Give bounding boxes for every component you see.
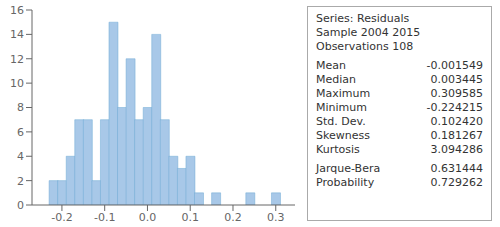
- html-text:0.181267: 0.181267: [430, 129, 483, 142]
- svg-text:14: 14: [10, 28, 24, 41]
- html-text:Mean: Mean: [316, 59, 346, 72]
- html-text:Probability: Probability: [316, 176, 375, 189]
- html-text:0.003445: 0.003445: [430, 73, 483, 86]
- svg-text:0.0: 0.0: [139, 211, 157, 224]
- svg-text:10: 10: [10, 77, 24, 90]
- html-text:Jarque-Bera: Jarque-Bera: [316, 162, 381, 175]
- html-text:Std. Dev.: Std. Dev.: [316, 115, 366, 128]
- html-text:0.631444: 0.631444: [430, 162, 483, 175]
- html-text:Kurtosis: Kurtosis: [316, 143, 360, 156]
- html-text:0.309585: 0.309585: [430, 87, 483, 100]
- svg-text:2: 2: [17, 175, 24, 188]
- html-text:Median: Median: [316, 73, 356, 86]
- svg-text:16: 16: [10, 4, 24, 17]
- html-text:Observations 108: Observations 108: [316, 40, 414, 53]
- svg-text:4: 4: [17, 150, 24, 163]
- svg-text:0.2: 0.2: [224, 211, 242, 224]
- html-text:Skewness: Skewness: [316, 129, 370, 142]
- svg-text:0.1: 0.1: [181, 211, 199, 224]
- html-text:0.102420: 0.102420: [430, 115, 483, 128]
- svg-text:6: 6: [17, 126, 24, 139]
- html-text:Sample 2004 2015: Sample 2004 2015: [316, 26, 421, 39]
- html-text:Series: Residuals: Series: Residuals: [316, 12, 410, 25]
- html-text:0.729262: 0.729262: [430, 176, 483, 189]
- svg-text:0: 0: [17, 199, 24, 212]
- svg-text:-0.2: -0.2: [51, 211, 72, 224]
- svg-text:8: 8: [17, 101, 24, 114]
- svg-text:0.3: 0.3: [267, 211, 285, 224]
- html-text:Maximum: Maximum: [316, 87, 371, 100]
- svg-text:-0.1: -0.1: [94, 211, 115, 224]
- html-text:Minimum: Minimum: [316, 101, 367, 114]
- html-text:-0.001549: -0.001549: [426, 59, 483, 72]
- html-text:-0.224215: -0.224215: [426, 101, 483, 114]
- html-text:3.094286: 3.094286: [430, 143, 483, 156]
- svg-text:12: 12: [10, 53, 24, 66]
